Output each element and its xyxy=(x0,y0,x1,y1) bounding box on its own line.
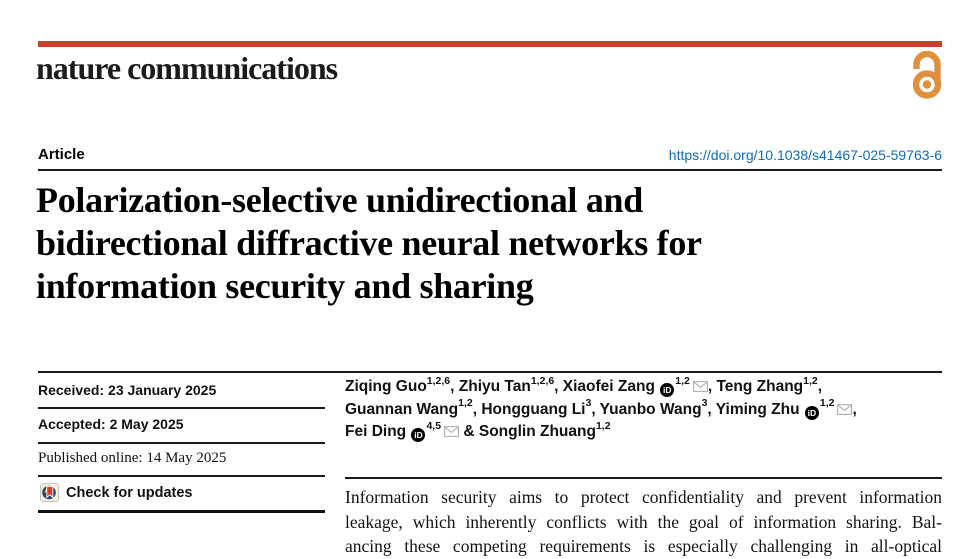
author-affiliation-superscript: 4,5 xyxy=(426,419,442,432)
doi-link[interactable]: https://doi.org/10.1038/s41467-025-59763… xyxy=(668,147,942,163)
orcid-icon[interactable]: iD xyxy=(660,383,675,397)
journal-logo: nature communications xyxy=(36,50,338,86)
received-date: Received: 23 January 2025 xyxy=(38,382,217,398)
author-name-text: Guannan Wang xyxy=(345,400,459,418)
crossmark-icon xyxy=(40,483,59,502)
author-line: Fei Ding iD4,5 & Songlin Zhuang1,2 xyxy=(345,421,945,444)
metadata-top-divider xyxy=(38,371,942,373)
author-affiliation-superscript: 3 xyxy=(701,397,708,410)
check-for-updates-label: Check for updates xyxy=(66,484,193,501)
metadata-divider xyxy=(38,407,325,409)
author-affiliation-superscript: 1,2,6 xyxy=(426,374,451,387)
title-line-2: bidirectional diffractive neural network… xyxy=(36,223,702,263)
title-line-1: Polarization-selective unidirectional an… xyxy=(36,180,643,220)
orcid-icon[interactable]: iD xyxy=(411,428,426,442)
mail-icon[interactable] xyxy=(444,422,460,438)
author-name-text: , xyxy=(852,400,857,418)
abstract-top-divider xyxy=(345,477,942,479)
open-access-icon xyxy=(910,50,944,100)
author-name-text: , Zhiyu Tan xyxy=(450,378,531,395)
abstract-text: Information security aims to protect con… xyxy=(345,485,942,559)
paper-title: Polarization-selective unidirectional an… xyxy=(36,179,936,308)
author-name-text: , Teng Zhang xyxy=(707,378,804,395)
article-type-label: Article xyxy=(38,146,85,163)
author-name-text: , Yiming Zhu xyxy=(707,400,804,418)
metadata-divider xyxy=(38,442,325,444)
author-name-text: & Songlin Zhuang xyxy=(459,423,596,440)
author-name-text: , xyxy=(817,378,823,395)
abstract-line-1: Information security aims to protect con… xyxy=(345,487,942,507)
metadata-divider xyxy=(38,475,325,477)
abstract-line-2: leakage, which inherently conflicts with… xyxy=(345,511,942,532)
author-affiliation-superscript: 3 xyxy=(585,397,592,410)
mail-icon[interactable] xyxy=(837,400,853,415)
author-name-text: , Yuanbo Wang xyxy=(591,400,702,418)
author-line: Guannan Wang1,2, Hongguang Li3, Yuanbo W… xyxy=(345,397,945,422)
author-name-text: Ziqing Guo xyxy=(345,378,427,395)
author-affiliation-superscript: 1,2 xyxy=(458,397,473,410)
metadata-bottom-divider xyxy=(38,510,325,513)
author-affiliation-superscript: 1,2 xyxy=(595,419,611,432)
check-for-updates-button[interactable]: Check for updates xyxy=(40,483,193,502)
mail-icon[interactable] xyxy=(692,377,708,393)
author-affiliation-superscript: 1,2,6 xyxy=(530,374,555,387)
published-date: Published online: 14 May 2025 xyxy=(38,450,227,466)
author-line: Ziqing Guo1,2,6, Zhiyu Tan1,2,6, Xiaofei… xyxy=(345,376,945,399)
author-name-text: , Hongguang Li xyxy=(472,400,586,418)
author-name-text: , Xiaofei Zang xyxy=(554,378,660,395)
orcid-icon[interactable]: iD xyxy=(804,405,819,420)
author-affiliation-superscript: 1,2 xyxy=(819,397,835,410)
accepted-date: Accepted: 2 May 2025 xyxy=(38,416,184,432)
abstract-line-3: ancing these competing requirements is e… xyxy=(345,536,942,556)
title-line-3: information security and sharing xyxy=(36,266,534,306)
author-affiliation-superscript: 1,2 xyxy=(803,374,818,387)
author-name-text: Fei Ding xyxy=(345,423,411,440)
header-divider xyxy=(38,169,942,171)
brand-color-bar xyxy=(38,41,942,47)
author-list: Ziqing Guo1,2,6, Zhiyu Tan1,2,6, Xiaofei… xyxy=(345,376,945,444)
author-affiliation-superscript: 1,2 xyxy=(675,374,690,387)
